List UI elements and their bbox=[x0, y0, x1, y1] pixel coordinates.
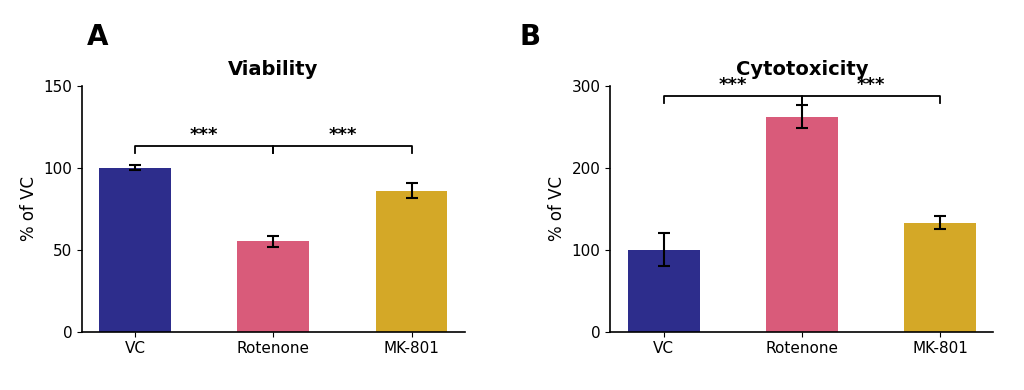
Title: Cytotoxicity: Cytotoxicity bbox=[735, 60, 868, 79]
Text: B: B bbox=[520, 23, 541, 51]
Bar bbox=[904, 223, 976, 332]
Text: ***: *** bbox=[719, 76, 746, 94]
Bar bbox=[99, 168, 171, 332]
Y-axis label: % of VC: % of VC bbox=[548, 176, 566, 241]
Bar bbox=[628, 250, 699, 332]
Bar bbox=[376, 191, 447, 332]
Bar bbox=[766, 117, 838, 332]
Text: ***: *** bbox=[857, 76, 885, 94]
Y-axis label: % of VC: % of VC bbox=[19, 176, 38, 241]
Bar bbox=[238, 241, 309, 332]
Text: A: A bbox=[87, 23, 109, 51]
Title: Viability: Viability bbox=[228, 60, 318, 79]
Text: ***: *** bbox=[329, 126, 356, 144]
Text: ***: *** bbox=[190, 126, 218, 144]
